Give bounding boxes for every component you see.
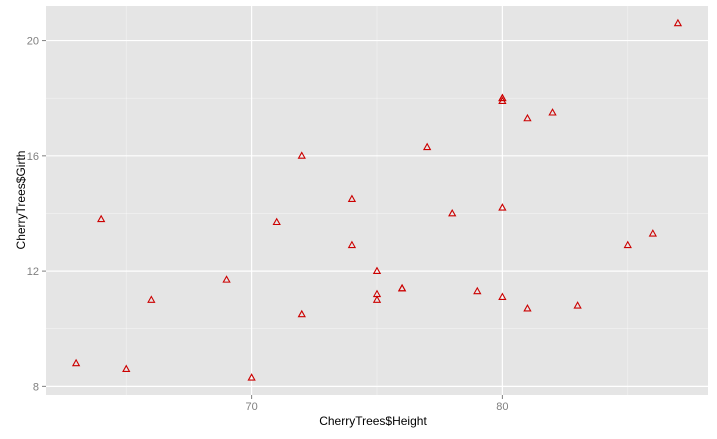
data-point-triangle [297, 309, 306, 318]
data-point-triangle [523, 304, 532, 312]
data-point-triangle [448, 208, 457, 217]
x-tick-label: 80 [496, 401, 508, 413]
data-point-triangle [372, 295, 382, 303]
x-tick-label: 70 [245, 401, 257, 413]
axis-tick-labels: 70 80 8 12 16 20 [27, 36, 509, 413]
y-tick-label: 20 [27, 36, 39, 48]
major-gridlines [46, 6, 708, 395]
data-point-triangle [673, 18, 683, 27]
y-axis-title: CherryTrees$Girth [14, 151, 28, 250]
data-point-triangle [372, 289, 382, 298]
data-point-triangle [498, 93, 507, 102]
data-point-triangle [523, 113, 532, 122]
data-point-triangle [397, 283, 407, 292]
y-tick-label: 8 [33, 381, 39, 393]
y-tick-label: 12 [27, 266, 39, 278]
data-point-triangle [573, 301, 582, 309]
data-point-triangle [71, 358, 81, 367]
y-tick-label: 16 [27, 151, 39, 163]
data-point-triangle [122, 364, 131, 373]
data-point-triangle [372, 266, 382, 275]
data-point-triangle [222, 275, 231, 283]
minor-gridlines [46, 6, 708, 395]
data-point-triangle [422, 142, 432, 151]
data-point-triangle [347, 194, 357, 202]
data-point-triangle [147, 295, 156, 303]
x-axis-title: CherryTrees$Height [319, 414, 427, 428]
data-point-triangle [623, 240, 632, 249]
data-point-triangle [648, 229, 657, 237]
data-point-triangle [498, 203, 507, 211]
data-point-triangle [473, 286, 482, 295]
data-point-triangle [347, 240, 357, 249]
data-points [71, 18, 683, 381]
data-point-triangle [272, 217, 281, 226]
data-point-triangle [97, 214, 106, 223]
data-point-triangle [297, 151, 306, 159]
data-point-triangle [548, 108, 557, 116]
data-point-triangle [247, 373, 256, 381]
axis-ticks [42, 40, 503, 399]
data-point-triangle [498, 292, 507, 300]
